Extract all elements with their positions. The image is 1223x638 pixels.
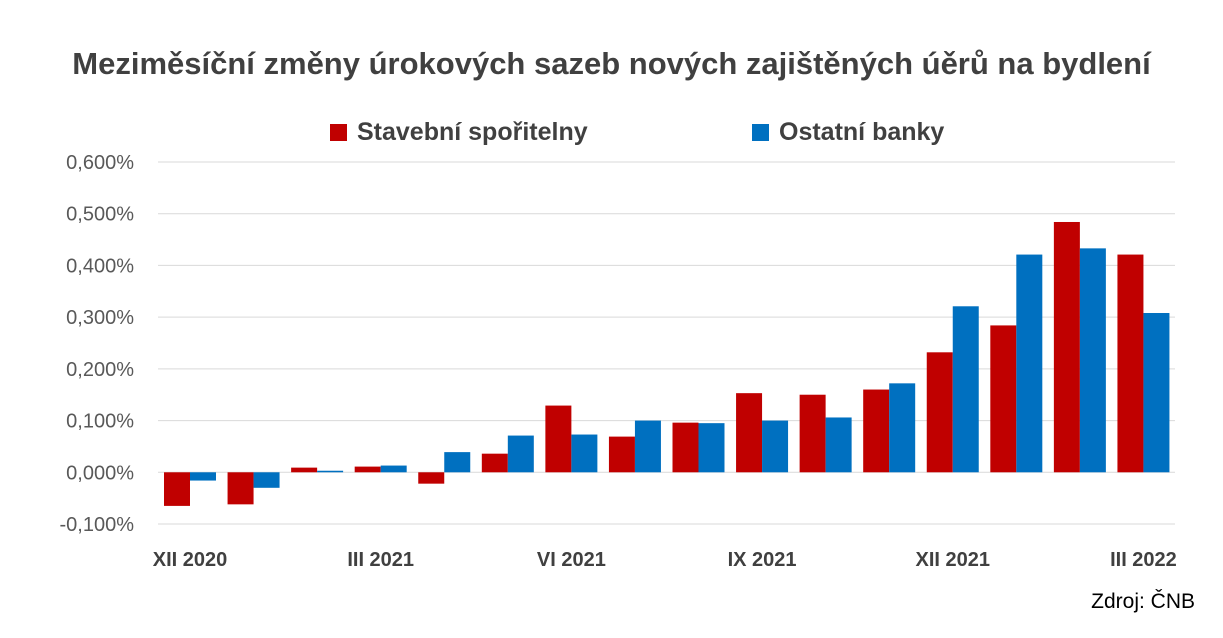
legend-item-stavebni: Stavební spořitelny [330, 118, 588, 147]
bar-stavebni-14 [1053, 221, 1080, 473]
bar-ostatni-4 [444, 452, 471, 473]
y-tick-label: 0,200% [66, 359, 134, 381]
x-tick-label: III 2022 [1110, 549, 1177, 571]
bar-ostatni-1 [253, 472, 280, 488]
bar-stavebni-4 [418, 472, 445, 484]
y-tick-label: 0,300% [66, 307, 134, 329]
y-tick-label: 0,000% [66, 462, 134, 484]
bar-ostatni-3 [380, 465, 407, 473]
bar-stavebni-9 [736, 393, 763, 473]
legend-swatch-blue [752, 124, 769, 141]
x-tick-label: IX 2021 [728, 549, 797, 571]
bar-ostatni-8 [698, 423, 725, 473]
bar-ostatni-15 [1143, 313, 1170, 473]
y-tick-label: 0,100% [66, 411, 134, 433]
y-tick-label: 0,500% [66, 204, 134, 226]
bar-stavebni-5 [481, 453, 508, 473]
bar-stavebni-15 [1117, 254, 1144, 473]
bar-ostatni-13 [1016, 254, 1043, 473]
source-note: Zdroj: ČNB [1091, 590, 1195, 613]
bar-stavebni-7 [608, 436, 635, 473]
y-tick-label: 0,600% [66, 152, 134, 174]
y-tick-label: -0,100% [60, 514, 135, 536]
y-tick-label: 0,400% [66, 255, 134, 277]
bar-ostatni-14 [1079, 248, 1106, 473]
bar-ostatni-5 [507, 435, 534, 473]
bar-stavebni-11 [863, 389, 890, 473]
x-tick-label: VI 2021 [537, 549, 606, 571]
x-tick-label: XII 2020 [153, 549, 228, 571]
bar-stavebni-10 [799, 394, 826, 473]
x-tick-label: XII 2021 [915, 549, 990, 571]
bar-stavebni-13 [990, 325, 1017, 473]
bar-stavebni-12 [926, 352, 953, 473]
bar-ostatni-11 [889, 383, 916, 473]
bar-stavebni-2 [291, 467, 318, 473]
legend-label-ostatni: Ostatní banky [779, 118, 945, 146]
bar-ostatni-7 [634, 420, 661, 473]
legend: Stavební spořitelny Ostatní banky [0, 118, 1223, 154]
bar-stavebni-0 [164, 472, 190, 506]
legend-swatch-red [330, 124, 347, 141]
bar-ostatni-6 [571, 434, 598, 473]
legend-item-ostatni: Ostatní banky [752, 118, 944, 147]
bar-stavebni-8 [672, 422, 699, 473]
bar-ostatni-2 [317, 470, 344, 473]
bar-ostatni-10 [825, 417, 852, 473]
bar-stavebni-3 [354, 466, 381, 473]
bar-stavebni-1 [227, 472, 254, 505]
bar-ostatni-12 [952, 306, 979, 473]
bar-ostatni-9 [762, 420, 789, 473]
bar-ostatni-0 [190, 472, 216, 481]
chart-title: Meziměsíční změny úrokových sazeb nových… [72, 46, 1151, 81]
legend-label-stavebni: Stavební spořitelny [357, 118, 588, 146]
x-tick-label: III 2021 [347, 549, 414, 571]
bar-stavebni-6 [545, 405, 572, 473]
